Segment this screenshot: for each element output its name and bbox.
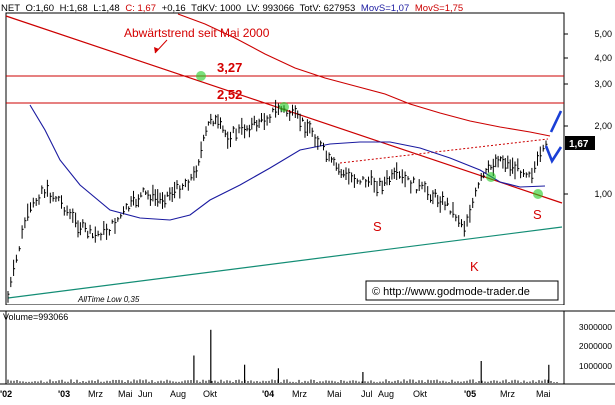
last-price-box <box>565 136 595 150</box>
breakout-arrow-v <box>544 145 563 164</box>
watermark: © http://www.godmode-trader.de <box>372 286 530 298</box>
trend-arrowhead <box>154 47 159 53</box>
y-tick-label: 3,00 <box>594 79 612 89</box>
x-tick-label: Okt <box>203 389 218 399</box>
volume-tick-label: 2000000 <box>579 341 612 351</box>
price-axis <box>564 13 615 305</box>
volume-bars <box>7 329 558 383</box>
trend-annotation: Abwärtstrend seit Mai 2000 <box>124 26 270 40</box>
x-tick-label: Jul <box>361 389 373 399</box>
header-movs-short: MovS=1,07 <box>361 3 409 14</box>
header-low: L:1,48 <box>93 3 119 14</box>
header-movs-long: MovS=1,75 <box>415 3 463 14</box>
alltime-low-label: AllTime Low 0,35 <box>77 295 140 304</box>
header-lv: LV: 993066 <box>247 3 295 14</box>
moving-average-long <box>177 13 551 137</box>
channel-line <box>339 138 549 164</box>
support-line <box>7 226 563 299</box>
price-bars <box>7 99 548 303</box>
touch-marker <box>486 172 496 182</box>
touch-marker <box>279 102 289 112</box>
touch-marker <box>196 71 206 81</box>
y-tick-label: 4,00 <box>594 53 612 63</box>
shoulder-left: S <box>373 219 382 234</box>
moving-average-short <box>29 104 546 221</box>
x-tick-label: Mrz <box>88 389 103 399</box>
header-high: H:1,68 <box>60 3 88 14</box>
x-tick-label: Mai <box>118 389 133 399</box>
header-open: O:1,60 <box>25 3 54 14</box>
x-tick-label: '02 <box>0 389 12 399</box>
x-tick-label: Aug <box>378 389 394 399</box>
x-tick-label: Mai <box>327 389 342 399</box>
y-axis-ticks: 5,00 4,00 3,00 2,00 1,00 <box>564 29 612 199</box>
shoulder-right: S <box>533 207 542 222</box>
level-label-mid: 2,52 <box>217 87 242 102</box>
y-tick-label: 1,00 <box>594 189 612 199</box>
svg-text:NET O:1,60 H:1,68: NET O:1,60 H:1,68 L:1,48 C: 1,67 +0,16 T… <box>1 3 463 14</box>
x-tick-label: Jun <box>138 389 153 399</box>
header-change: +0,16 <box>162 3 186 14</box>
x-tick-label: Mrz <box>292 389 307 399</box>
x-tick-label: '05 <box>464 389 476 399</box>
breakout-arrow-up <box>549 110 563 133</box>
x-tick-label: '04 <box>262 389 274 399</box>
chart-header: NET O:1,60 H:1,68 L:1,48 C: 1,67 +0,16 T… <box>1 3 463 14</box>
header-ticker: NET <box>1 3 20 14</box>
touch-marker <box>533 189 543 199</box>
volume-tick-label: 3000000 <box>579 322 612 332</box>
y-tick-label: 5,00 <box>594 29 612 39</box>
volume-panel <box>5 310 565 385</box>
x-axis-ticks: '02 '03 Mrz Mai Jun Aug Okt '04 Mrz Mai … <box>0 389 551 399</box>
volume-tick-label: 1000000 <box>579 361 612 371</box>
last-price: 1,67 <box>569 139 589 150</box>
x-tick-label: Mai <box>536 389 551 399</box>
x-tick-label: Mrz <box>500 389 515 399</box>
head-label: K <box>470 259 479 274</box>
x-tick-label: '03 <box>58 389 70 399</box>
header-close: C: 1,67 <box>125 3 156 14</box>
x-tick-label: Okt <box>413 389 428 399</box>
volume-label: Volume=993066 <box>3 312 68 322</box>
header-totv: TotV: 627953 <box>300 3 356 14</box>
level-label-high: 3,27 <box>217 60 242 75</box>
header-tdkv: TdKV: 1000 <box>191 3 241 14</box>
watermark-box <box>365 280 559 301</box>
y-tick-label: 2,00 <box>594 121 612 131</box>
x-tick-label: Aug <box>170 389 186 399</box>
